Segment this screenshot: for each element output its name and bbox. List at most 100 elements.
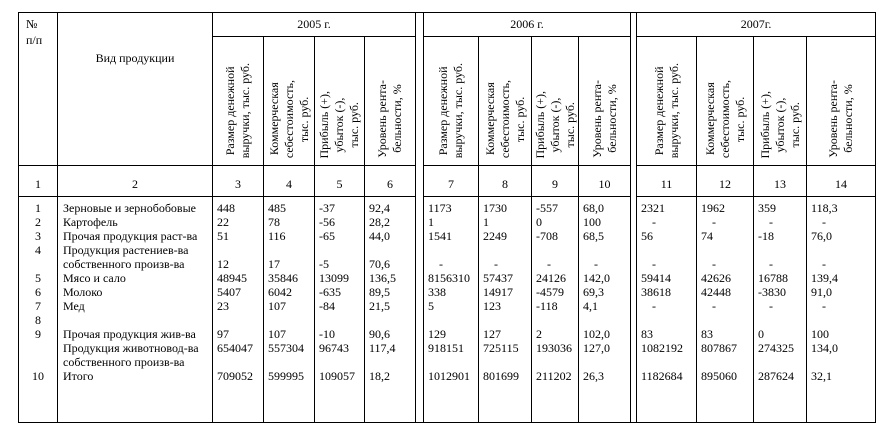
body-line [265, 355, 314, 369]
index-cell-10: 10 [578, 165, 632, 197]
body-line [698, 313, 753, 327]
corner-product-header: Вид продукции [57, 12, 213, 166]
metric-header-2007-cost: Коммерческая себестоимость, тыс. руб. [696, 36, 755, 166]
body-line: 2 [536, 327, 543, 341]
body-line: 7 [35, 299, 41, 313]
body-line: 895060 [701, 369, 738, 383]
body-col-13: 359- -18-16788 -3830-0 274325 287624 [753, 196, 808, 423]
body-line: Молоко [63, 285, 103, 299]
body-line: 68,0 [583, 201, 605, 215]
body-line: Мясо и сало [63, 271, 126, 285]
body-line: - [547, 257, 552, 271]
body-line: Прочая продукция раст-ва [63, 229, 198, 243]
body-line: 107 [268, 299, 286, 313]
metric-header-2006-cost: Коммерческая себестоимость, тыс. руб. [478, 36, 533, 166]
metric-header-2005-profit: Прибыль (+), убыток (-), тыс. руб. [314, 36, 365, 166]
body-line: 89,5 [369, 285, 390, 299]
body-line [59, 313, 212, 327]
body-line: 801699 [483, 369, 520, 383]
metric-header-2006-profit: Прибыль (+), убыток (-), тыс. руб. [531, 36, 580, 166]
body-line: 359 [758, 201, 777, 215]
body-line: 68,5 [583, 229, 605, 243]
body-line: 12 [217, 257, 229, 271]
body-line: 211202 [536, 369, 572, 383]
body-line: 1962 [701, 201, 726, 215]
body-line: 100 [811, 327, 830, 341]
body-line: 1082192 [641, 341, 684, 355]
body-line: 4,1 [583, 299, 599, 313]
body-line: 118,3 [811, 201, 838, 215]
body-line: -18 [758, 229, 775, 243]
body-line [533, 243, 578, 257]
body-line [214, 243, 263, 257]
body-line: - [652, 299, 657, 313]
body-line: - [594, 257, 599, 271]
body-line: 2249 [483, 229, 508, 243]
header-row-metrics: Размер денежной выручки, тыс. руб. Комме… [19, 36, 877, 166]
body-line: 127,0 [583, 341, 611, 355]
metric-header-2006-revenue: Размер денежной выручки, тыс. руб. [423, 36, 480, 166]
body-line: - [712, 215, 717, 229]
body-line: 70,6 [369, 257, 390, 271]
body-line: 69,3 [583, 285, 605, 299]
body-line: 5 [35, 271, 41, 285]
index-cell-13: 13 [753, 165, 808, 197]
body-line: 2 [35, 215, 41, 229]
body-line: 116 [268, 229, 286, 243]
body-line: -557 [536, 201, 559, 215]
body-line: 14917 [483, 285, 514, 299]
rotated-text: Уровень рента- бельности, % [826, 80, 856, 158]
body-line: -635 [319, 285, 341, 299]
body-line: 91,0 [811, 285, 833, 299]
body-line: 48945 [217, 271, 247, 285]
body-line: -37 [319, 201, 335, 215]
body-col-14: 118,3-76,0-139,4 91,0-100 134,0 32,1 [806, 196, 877, 423]
body-line: 100 [583, 215, 602, 229]
rotated-text: Коммерческая себестоимость, тыс. руб. [702, 79, 747, 158]
body-line: -84 [319, 299, 335, 313]
body-line: -10 [319, 327, 335, 341]
rotated-text: Размер денежной выручки, тыс. руб. [436, 62, 466, 158]
body-line: 117,4 [369, 341, 396, 355]
rotated-text: Уровень рента- бельности, % [375, 80, 404, 158]
body-row: 1 2 3 4 5 6 7 8 9 10 Зерновые и зернобобовые Карто… [18, 196, 877, 423]
body-line [533, 355, 578, 369]
body-line [580, 355, 630, 369]
body-line: 1 [35, 201, 41, 215]
body-line: собственного произв-ва [63, 257, 185, 271]
body-line: 22 [217, 215, 229, 229]
body-line: 134,0 [811, 341, 839, 355]
body-line [638, 355, 696, 369]
body-line: - [652, 257, 657, 271]
body-line: - [769, 299, 774, 313]
body-col-product: Зерновые и зернобобовые Картофель Прочая п… [57, 196, 213, 423]
metric-header-2006-profitability: Уровень рента- бельности, % [578, 36, 632, 166]
body-line: 8156310 [428, 271, 471, 285]
products-profitability-table: № п/п Вид продукции 2005 г. 2006 г. 2007… [18, 12, 877, 423]
body-line [425, 313, 478, 327]
body-line: 287624 [758, 369, 795, 383]
body-line: 16788 [758, 271, 789, 285]
rotated-text: Размер денежной выручки, тыс. руб. [223, 62, 252, 158]
body-line: Мед [63, 299, 85, 313]
body-line [265, 313, 314, 327]
body-line: Зерновые и зернобобовые [63, 201, 196, 215]
body-col-11: 2321-56-59414 38618-83 1082192 1182684 [636, 196, 698, 423]
header-row-years: № п/п Вид продукции 2005 г. 2006 г. 2007… [18, 12, 877, 423]
body-line: -65 [319, 229, 335, 243]
body-line: Продукция растениев-ва [63, 243, 189, 257]
corner-number-header: № п/п [18, 12, 58, 166]
index-cell-7: 7 [423, 165, 480, 197]
body-line: собственного произв-ва [63, 355, 185, 369]
index-cell-8: 8 [478, 165, 533, 197]
year-header-2007: 2007г. [636, 12, 877, 37]
body-line: 97 [217, 327, 229, 341]
body-line [808, 355, 875, 369]
body-line: 1182684 [641, 369, 683, 383]
body-line: 1 [428, 215, 435, 229]
body-line: 78 [268, 215, 280, 229]
body-line: 123 [483, 299, 502, 313]
body-line: Прочая продукция жив-ва [63, 327, 196, 341]
metric-header-2005-revenue: Размер денежной выручки, тыс. руб. [212, 36, 264, 166]
body-line: 557304 [268, 341, 304, 355]
